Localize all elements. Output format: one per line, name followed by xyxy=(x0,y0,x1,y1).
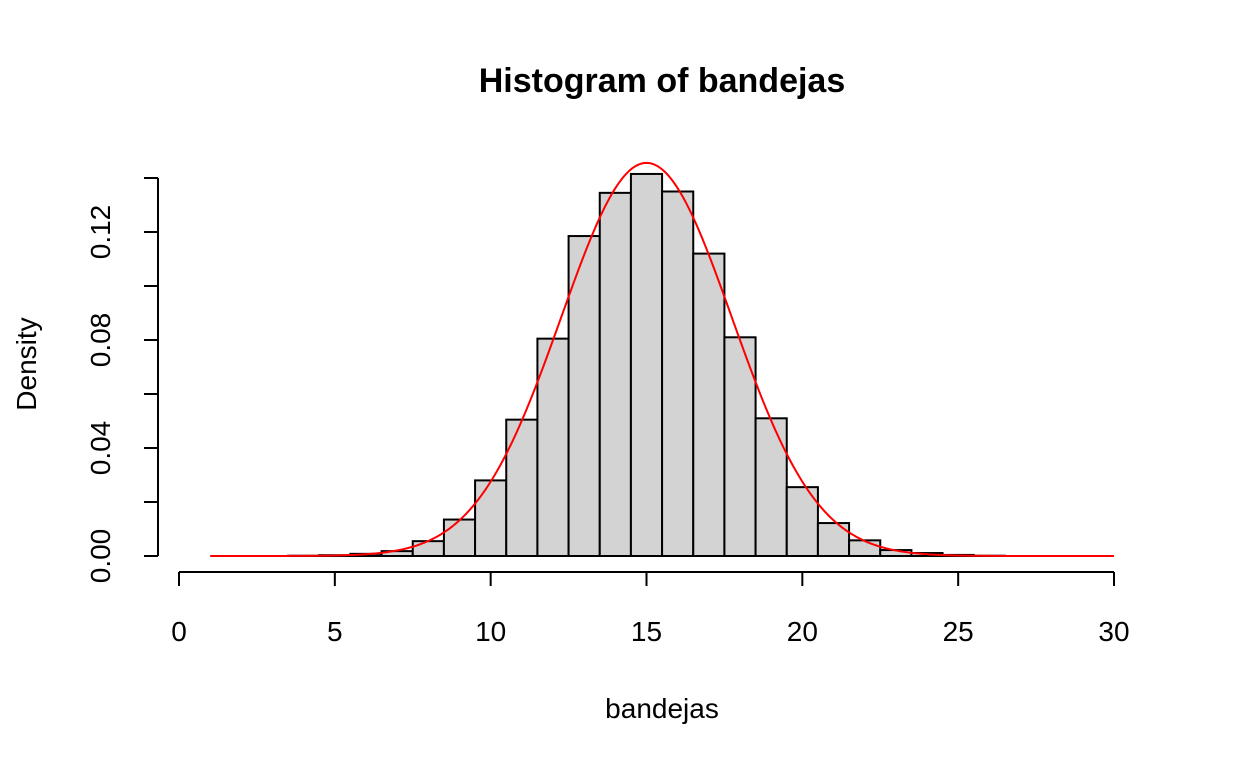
x-tick-label: 30 xyxy=(1098,616,1129,647)
x-tick-label: 5 xyxy=(327,616,343,647)
histogram-bar xyxy=(629,172,664,557)
histogram-bar xyxy=(598,191,632,557)
histogram-bar xyxy=(692,252,726,557)
histogram-bar xyxy=(848,539,882,558)
histogram-bar xyxy=(411,540,445,558)
histogram-bar xyxy=(723,336,757,557)
y-axis-label: Density xyxy=(11,317,42,410)
histogram-bar xyxy=(505,418,539,557)
histogram-bar xyxy=(754,417,788,557)
y-tick-label: 0.08 xyxy=(85,313,116,368)
histogram-bar xyxy=(567,235,601,558)
y-tick-label: 0.00 xyxy=(85,529,116,584)
x-tick-label: 0 xyxy=(171,616,187,647)
histogram-bar xyxy=(474,479,508,557)
x-tick-label: 25 xyxy=(943,616,974,647)
x-tick-label: 15 xyxy=(631,616,662,647)
histogram-bars xyxy=(287,172,1006,558)
x-axis-label: bandejas xyxy=(605,693,719,724)
density-curve xyxy=(210,161,1114,557)
histogram-bar xyxy=(661,190,695,557)
x-tick-label: 20 xyxy=(787,616,818,647)
histogram-bar xyxy=(785,486,819,557)
y-axis: 0.00 0.04 0.08 0.12 xyxy=(85,177,159,584)
y-tick-label: 0.12 xyxy=(85,205,116,260)
histogram-bar xyxy=(442,518,477,557)
chart-title: Histogram of bandejas xyxy=(479,62,846,100)
x-axis: 0 5 10 15 20 25 30 xyxy=(171,571,1130,647)
y-tick-label: 0.04 xyxy=(85,421,116,476)
x-tick-label: 10 xyxy=(475,616,506,647)
